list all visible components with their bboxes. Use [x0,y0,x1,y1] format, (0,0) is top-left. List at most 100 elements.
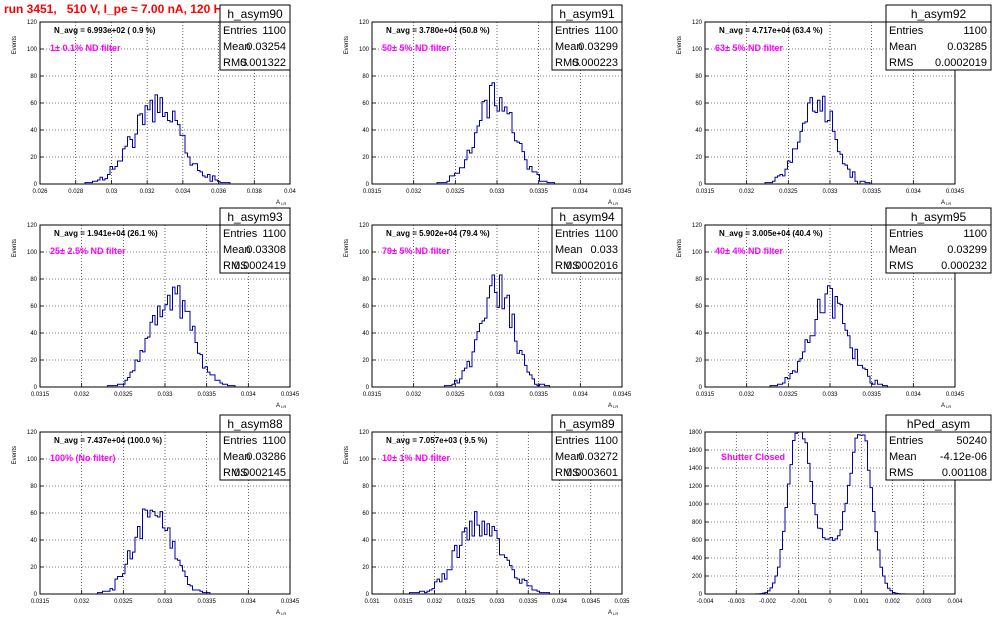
stats-rms-label: RMS [555,467,579,479]
x-tick-label: 0.0345 [281,392,300,398]
stats-mean-label: Mean [555,244,583,256]
stats-rms-value: 0.001108 [942,467,987,479]
navg-label: N_avg = 3.780e+04 (50.8 %) [386,26,490,35]
histogram-panel-h_asym94: 0.0315 0.032 0.0325 0.033 0.0335 0.034 0.0345 0… [344,207,632,409]
y-tick-label: 120 [359,223,370,229]
y-tick-label: 20 [30,155,37,161]
x-tick-label: 0.0335 [862,189,881,195]
x-tick-label: 0.0325 [114,392,133,398]
y-tick-label: 40 [362,128,369,134]
x-tick-label: 0.004 [947,599,963,605]
y-tick-label: 0 [366,385,370,391]
stats-rms-value: 0.0002419 [234,260,286,272]
histogram-name: h_asym89 [559,417,615,431]
y-tick-label: 0 [34,592,38,598]
stats-entries-value: 50240 [956,435,987,447]
x-axis-label: A LR [608,200,618,206]
stats-rms-value: 0.0002145 [234,467,286,479]
y-tick-label: 1000 [689,502,703,508]
stats-entries-value: 1100 [594,228,618,240]
stats-values-box [551,431,623,481]
x-tick-label: 0.033 [822,189,838,195]
navg-label: N_avg = 1.941e+04 (26.1 %) [54,229,158,238]
y-tick-label: 120 [692,223,703,229]
y-tick-label: 1400 [689,466,703,472]
x-tick-label: 0.033 [157,599,173,605]
y-tick-label: 60 [30,304,37,310]
histogram-panel-h_asym92: 0.0315 0.032 0.0325 0.033 0.0335 0.034 0.0345 0… [677,4,992,206]
stats-entries-value: 1100 [262,25,286,37]
navg-label: N_avg = 4.717e+04 (63.4 %) [719,26,823,35]
stats-entries-label: Entries [223,228,258,240]
x-tick-label: 0.032 [74,599,90,605]
stats-rms-label: RMS [223,57,247,69]
x-tick-label: -0.004 [696,599,714,605]
stats-mean-label: Mean [889,244,917,256]
x-axis-label: A LR [608,610,618,616]
x-axis-label: A LR [941,403,951,409]
x-tick-label: 0.026 [32,189,48,195]
stats-entries-value: 1100 [262,435,286,447]
y-tick-label: 20 [30,358,37,364]
stats-rms-value: 0.000223 [572,57,618,69]
histogram-panel-h_asym90: 0.026 0.028 0.03 0.032 0.034 0.036 0.038 0.04 0 2… [12,4,296,206]
x-axis-label: A LR [276,200,286,206]
x-tick-label: 0.034 [241,392,257,398]
stats-entries-label: Entries [555,228,590,240]
x-tick-label: 0.0345 [582,599,601,605]
y-tick-label: 120 [692,20,703,26]
stats-rms-value: 0.000232 [941,260,987,272]
stats-values-box [885,224,992,274]
stats-box: hPed_asym Entries 50240 Mean -4.12e-06 RMS 0.0… [885,414,992,481]
stats-rms-value: 0.0002016 [566,260,618,272]
x-tick-label: 0.032 [406,189,422,195]
x-tick-label: 0.0325 [457,599,476,605]
navg-label: N_avg = 6.993e+02 ( 0.9 %) [54,26,156,35]
y-tick-label: 400 [692,556,703,562]
stats-rms-label: RMS [555,260,579,272]
y-tick-label: 0 [699,385,703,391]
x-tick-label: 0.003 [916,599,932,605]
x-axis-label: A LR [941,200,951,206]
filter-label: 63± 5% ND filter [715,43,783,53]
y-tick-label: 60 [362,101,369,107]
x-tick-label: 0.0315 [31,392,50,398]
filter-label: 40± 4% ND filter [715,246,783,256]
histogram-panel-h_asym93: 0.0315 0.032 0.0325 0.033 0.0335 0.034 0.0345 0… [12,207,300,409]
x-tick-label: -0.001 [790,599,808,605]
x-tick-label: 0.0345 [613,189,632,195]
y-tick-label: 40 [695,128,702,134]
x-tick-label: 0.0315 [696,392,715,398]
stats-entries-value: 1100 [963,228,987,240]
histogram-panel-h_asym95: 0.0315 0.032 0.0325 0.033 0.0335 0.034 0.0345 0… [677,207,992,409]
x-tick-label: 0.001 [854,599,870,605]
y-tick-label: 40 [30,128,37,134]
y-tick-label: 0 [366,592,370,598]
y-tick-label: 100 [692,47,703,53]
x-tick-label: 0.0345 [946,392,965,398]
x-tick-label: 0.033 [489,189,505,195]
y-tick-label: 80 [362,484,369,490]
x-tick-label: 0.0335 [519,599,538,605]
x-axis-label: A LR [608,403,618,409]
stats-mean-value: 0.03254 [246,41,286,53]
navg-label: N_avg = 7.057e+03 ( 9.5 %) [386,436,488,445]
x-tick-label: 0.0335 [529,392,548,398]
y-axis-label: Events [12,239,18,257]
filter-label: 79± 5% ND filter [382,246,450,256]
x-tick-label: 0.033 [489,599,505,605]
y-tick-label: 40 [362,331,369,337]
y-tick-label: 120 [27,430,38,436]
x-tick-label: 0.0335 [529,189,548,195]
x-tick-label: 0.0345 [613,392,632,398]
y-axis-label: Events [344,446,350,464]
x-tick-label: 0.033 [822,392,838,398]
navg-label: N_avg = 7.437e+04 (100.0 %) [54,436,162,445]
stats-rms-label: RMS [889,57,913,69]
stats-mean-label: Mean [889,451,917,463]
stats-values-box [219,224,291,274]
y-tick-label: 0 [699,182,703,188]
